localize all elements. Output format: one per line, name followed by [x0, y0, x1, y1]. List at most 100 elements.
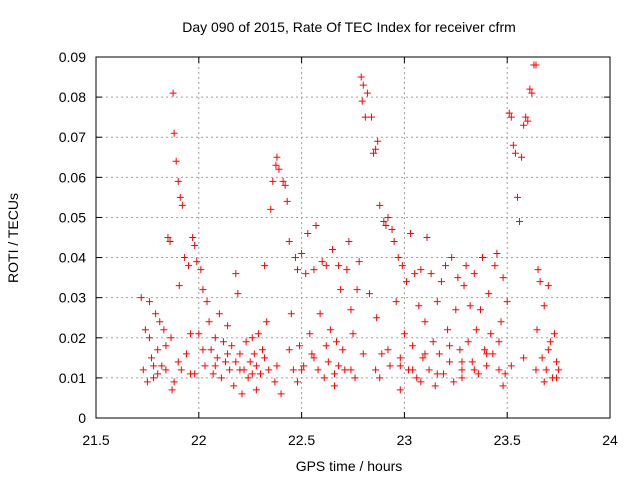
data-point: [384, 346, 392, 354]
data-point: [273, 153, 281, 161]
data-point: [382, 221, 390, 229]
data-point: [351, 374, 359, 382]
data-point: [544, 346, 552, 354]
data-point: [433, 298, 441, 306]
data-point: [343, 266, 351, 274]
data-point: [330, 370, 338, 378]
data-point: [242, 338, 250, 346]
x-tick-labels: 21.5 22 22.5 23 23.5 24: [82, 432, 618, 448]
data-point: [324, 358, 332, 366]
data-point: [143, 378, 151, 386]
data-point: [254, 330, 262, 338]
data-point: [250, 350, 258, 358]
data-point: [320, 374, 328, 382]
data-point: [246, 358, 254, 366]
data-point: [236, 366, 244, 374]
data-point: [293, 266, 301, 274]
data-point: [540, 302, 548, 310]
data-point: [553, 358, 561, 366]
data-point: [368, 113, 376, 121]
plot-frame: [95, 56, 611, 419]
data-point: [516, 217, 524, 225]
data-point: [499, 382, 507, 390]
data-point: [433, 370, 441, 378]
data-point: [347, 306, 355, 314]
data-point: [402, 278, 410, 286]
data-point: [195, 330, 203, 338]
data-point: [162, 366, 170, 374]
data-point: [236, 350, 244, 358]
data-point: [310, 354, 318, 362]
data-point: [281, 181, 289, 189]
data-point: [544, 282, 552, 290]
data-point: [217, 374, 225, 382]
data-point: [302, 270, 310, 278]
data-point: [300, 362, 308, 370]
data-point: [207, 346, 215, 354]
data-point: [376, 201, 384, 209]
data-point: [308, 350, 316, 358]
data-point: [168, 386, 176, 394]
data-point: [503, 298, 511, 306]
data-point: [390, 238, 398, 246]
data-point: [145, 298, 153, 306]
y-tick-label: 0.02: [59, 330, 86, 346]
y-tick-label: 0.08: [59, 89, 86, 105]
data-point: [273, 362, 281, 370]
data-point: [203, 298, 211, 306]
data-point: [376, 374, 384, 382]
data-point: [407, 229, 415, 237]
data-point: [532, 366, 540, 374]
data-point: [439, 370, 447, 378]
data-point: [409, 366, 417, 374]
data-point: [446, 358, 454, 366]
data-point: [263, 318, 271, 326]
y-tick-labels: 0 0.01 0.02 0.03 0.04 0.05 0.06 0.07 0.08 0.09: [59, 49, 86, 426]
data-point: [189, 234, 197, 241]
data-point: [312, 221, 320, 229]
data-point: [154, 370, 162, 378]
data-point: [355, 258, 363, 266]
y-tick-label: 0.01: [59, 370, 86, 386]
data-point: [361, 113, 369, 121]
data-point: [513, 193, 521, 201]
data-point: [150, 374, 158, 382]
data-point: [185, 262, 193, 270]
data-point: [532, 61, 540, 69]
data-point: [446, 342, 454, 350]
x-tick-label: 23: [397, 432, 413, 448]
data-point: [289, 366, 297, 374]
data-point: [291, 254, 299, 262]
x-tick-label: 21.5: [82, 432, 109, 448]
data-point: [372, 145, 380, 153]
data-point: [493, 250, 501, 258]
data-point: [158, 362, 166, 370]
data-point: [252, 362, 260, 370]
data-point: [538, 354, 546, 362]
data-points: [137, 61, 563, 398]
data-point: [187, 330, 195, 338]
data-point: [261, 262, 269, 270]
y-tick-label: 0.04: [59, 250, 86, 266]
data-point: [363, 89, 371, 97]
data-point: [287, 310, 295, 318]
data-point: [164, 234, 172, 241]
data-point: [524, 117, 532, 125]
data-point: [483, 350, 491, 358]
data-point: [141, 326, 149, 334]
data-point: [444, 326, 452, 334]
data-point: [507, 362, 515, 370]
data-point: [485, 290, 493, 298]
data-point: [462, 262, 470, 270]
data-point: [234, 290, 242, 298]
data-point: [491, 262, 499, 270]
data-point: [265, 366, 273, 374]
data-point: [154, 346, 162, 354]
data-point: [230, 382, 238, 390]
data-point: [421, 318, 429, 326]
grid-lines: [96, 57, 610, 418]
data-point: [272, 161, 280, 169]
data-point: [226, 366, 234, 374]
data-point: [205, 318, 213, 326]
